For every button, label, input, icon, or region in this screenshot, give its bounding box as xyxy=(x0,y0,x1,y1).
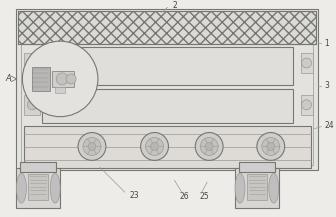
Bar xyxy=(247,174,267,200)
Text: 1: 1 xyxy=(325,39,329,48)
Circle shape xyxy=(262,138,280,155)
Ellipse shape xyxy=(50,173,60,203)
Circle shape xyxy=(302,100,311,110)
Circle shape xyxy=(88,143,96,150)
Circle shape xyxy=(267,143,275,150)
Circle shape xyxy=(145,138,164,155)
Circle shape xyxy=(151,143,159,150)
Bar xyxy=(239,162,275,172)
Bar xyxy=(52,71,74,87)
Circle shape xyxy=(257,133,285,160)
Bar xyxy=(16,9,319,170)
Text: 3: 3 xyxy=(325,81,329,90)
Circle shape xyxy=(200,138,218,155)
Circle shape xyxy=(27,100,37,110)
Text: 2: 2 xyxy=(172,1,177,10)
Bar xyxy=(28,174,48,200)
Bar xyxy=(25,95,40,115)
Circle shape xyxy=(23,41,98,117)
Bar xyxy=(20,162,56,172)
Circle shape xyxy=(27,58,37,68)
Bar xyxy=(301,95,312,115)
Text: 24: 24 xyxy=(325,121,334,130)
Circle shape xyxy=(66,74,76,84)
Bar xyxy=(16,168,60,208)
Bar xyxy=(301,53,312,73)
Circle shape xyxy=(78,133,106,160)
Circle shape xyxy=(195,133,223,160)
Bar xyxy=(235,168,279,208)
Ellipse shape xyxy=(16,173,27,203)
Bar xyxy=(55,87,65,93)
Bar xyxy=(32,67,50,91)
Ellipse shape xyxy=(235,173,245,203)
Text: 23: 23 xyxy=(130,191,139,200)
Bar xyxy=(22,14,313,165)
Bar xyxy=(42,89,293,123)
Text: 25: 25 xyxy=(199,192,209,201)
Bar xyxy=(25,53,40,73)
Circle shape xyxy=(141,133,168,160)
Text: 26: 26 xyxy=(179,192,189,201)
Circle shape xyxy=(205,143,213,150)
Ellipse shape xyxy=(269,173,279,203)
Circle shape xyxy=(302,58,311,68)
Text: A: A xyxy=(5,74,11,83)
Bar xyxy=(18,11,317,44)
Bar xyxy=(25,126,310,168)
Circle shape xyxy=(83,138,101,155)
Circle shape xyxy=(56,73,68,85)
Bar xyxy=(42,47,293,85)
